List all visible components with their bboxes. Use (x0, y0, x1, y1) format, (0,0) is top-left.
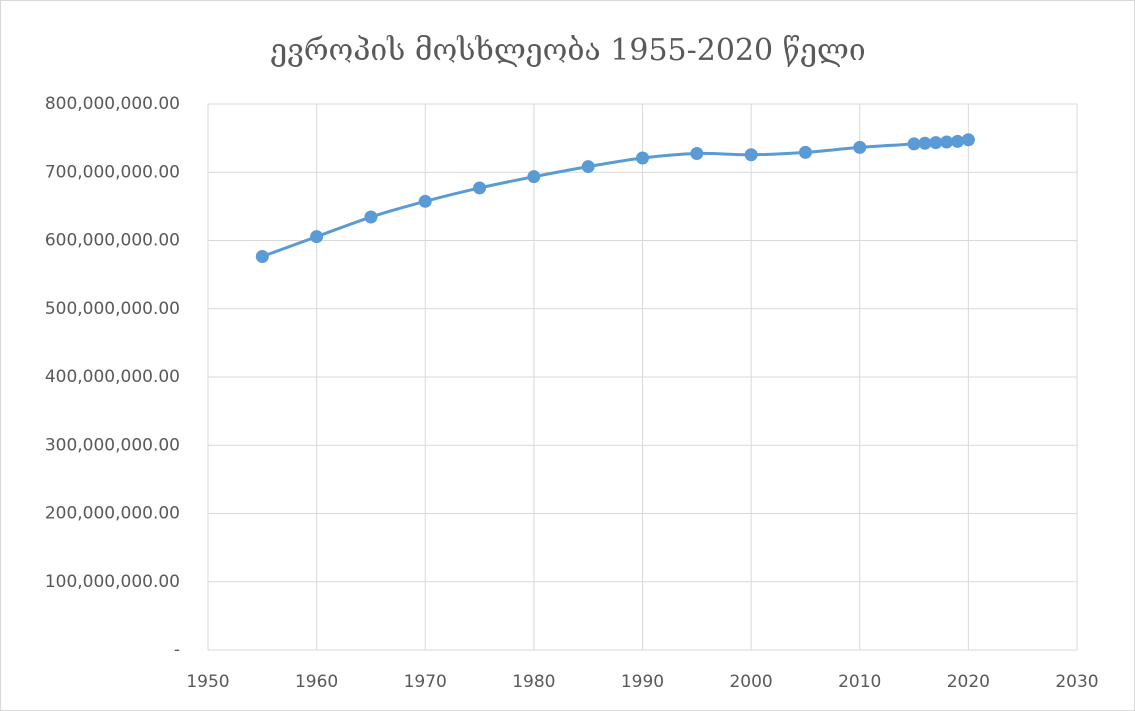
y-tick-label: 800,000,000.00 (45, 94, 180, 114)
data-point (418, 194, 432, 208)
data-point (918, 136, 932, 150)
y-tick-label: 200,000,000.00 (45, 504, 180, 524)
data-point (527, 170, 541, 184)
y-tick-label: 300,000,000.00 (45, 435, 180, 455)
data-point (929, 136, 943, 150)
data-point (255, 249, 269, 263)
data-point (907, 137, 921, 151)
y-tick-label: 500,000,000.00 (45, 299, 180, 319)
data-point (961, 133, 975, 147)
chart-title: ევროპის მოსხლეობა 1955-2020 წელი (270, 33, 865, 68)
data-point (310, 230, 324, 244)
x-tick-label: 1960 (295, 672, 338, 692)
x-tick-label: 2030 (1055, 672, 1098, 692)
data-point (364, 210, 378, 224)
grid (207, 103, 1078, 651)
x-tick-label: 1980 (512, 672, 555, 692)
plot (255, 133, 975, 263)
data-point (744, 148, 758, 162)
data-point (853, 140, 867, 154)
y-tick-label: 100,000,000.00 (45, 572, 180, 592)
y-tick-label: 700,000,000.00 (45, 162, 180, 182)
data-point (940, 135, 954, 149)
data-point (951, 134, 965, 148)
x-tick-label: 1970 (404, 672, 447, 692)
y-tick-label: 400,000,000.00 (45, 367, 180, 387)
data-point (636, 151, 649, 165)
data-point (690, 146, 704, 160)
x-tick-label: 2020 (947, 672, 990, 692)
data-point (581, 160, 595, 174)
x-tick-label: 1950 (186, 672, 229, 692)
y-tick-label: - (174, 640, 180, 660)
data-point (798, 145, 812, 159)
x-tick-label: 2000 (729, 672, 772, 692)
data-point (473, 181, 487, 195)
x-tick-label: 2010 (838, 672, 881, 692)
y-tick-label: 600,000,000.00 (45, 231, 180, 251)
x-tick-label: 1990 (621, 672, 664, 692)
